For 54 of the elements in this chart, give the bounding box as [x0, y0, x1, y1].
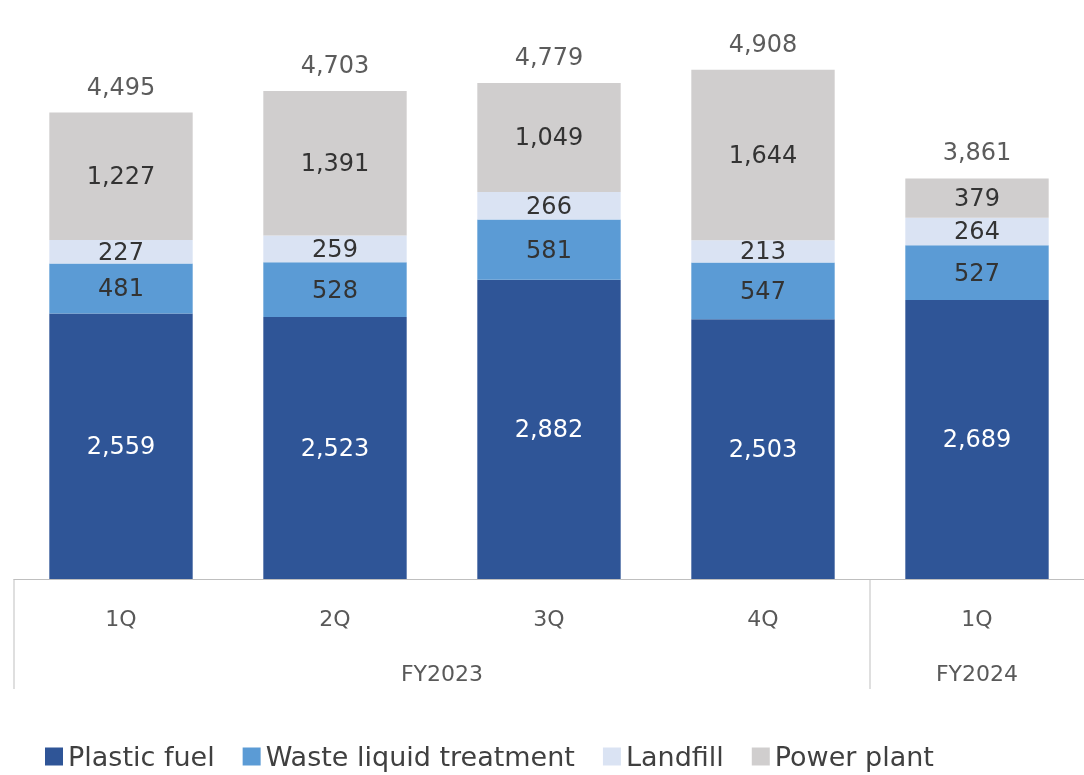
- bar: [691, 319, 835, 579]
- legend-label: Landfill: [625, 741, 724, 772]
- data-label: 2,689: [942, 425, 1012, 454]
- legend-label: Plastic fuel: [68, 741, 215, 772]
- bar: [905, 178, 1049, 218]
- total-label: 4,495: [86, 72, 156, 101]
- bar: [49, 263, 193, 314]
- data-label: 581: [526, 235, 572, 264]
- data-label: 2,559: [86, 432, 156, 461]
- data-label: 1,049: [514, 123, 584, 152]
- data-label: 527: [954, 258, 1000, 287]
- data-label: 379: [954, 184, 1000, 213]
- total-label: 4,779: [514, 43, 584, 72]
- x-tick-label: 3Q: [533, 605, 565, 631]
- bar: [477, 191, 621, 220]
- text: FY2024: [935, 660, 1019, 686]
- data-label: 2,503: [728, 435, 798, 464]
- data-label: 266: [526, 191, 572, 220]
- bar: [263, 262, 407, 318]
- x-tick-label: 1Q: [105, 605, 137, 631]
- bar: [691, 262, 835, 320]
- data-label: 547: [740, 276, 786, 305]
- bar: [477, 279, 621, 579]
- bar: [477, 219, 621, 280]
- bar: [263, 235, 407, 263]
- total-label: 4,703: [300, 51, 370, 80]
- data-label: 481: [98, 274, 144, 303]
- bar: [263, 91, 407, 236]
- data-label: 264: [954, 217, 1000, 246]
- data-label: 1,644: [728, 140, 798, 169]
- bar: [49, 313, 193, 579]
- data-label: 227: [98, 237, 144, 266]
- bar: [263, 317, 407, 579]
- legend-label: Power plant: [774, 741, 934, 772]
- x-tick-label: 4Q: [747, 605, 779, 631]
- total-label: 3,861: [942, 138, 1012, 167]
- data-label: 2,523: [300, 434, 370, 463]
- x-tick-label: 2Q: [319, 605, 351, 631]
- data-label: 259: [312, 234, 358, 263]
- data-label: 1,391: [300, 149, 370, 178]
- bar: [905, 299, 1049, 579]
- bar: [477, 83, 621, 192]
- text: FY2023: [400, 660, 484, 686]
- bar: [691, 69, 835, 241]
- x-tick-label: 1Q: [961, 605, 993, 631]
- legend-label: Waste liquid treatment: [265, 741, 575, 772]
- data-label: 2,882: [514, 415, 584, 444]
- data-label: 1,227: [86, 162, 156, 191]
- bar: [49, 112, 193, 240]
- data-label: 528: [312, 275, 358, 304]
- data-label: 213: [740, 237, 786, 266]
- bar: [691, 240, 835, 263]
- bar: [905, 245, 1049, 300]
- total-label: 4,908: [728, 29, 798, 58]
